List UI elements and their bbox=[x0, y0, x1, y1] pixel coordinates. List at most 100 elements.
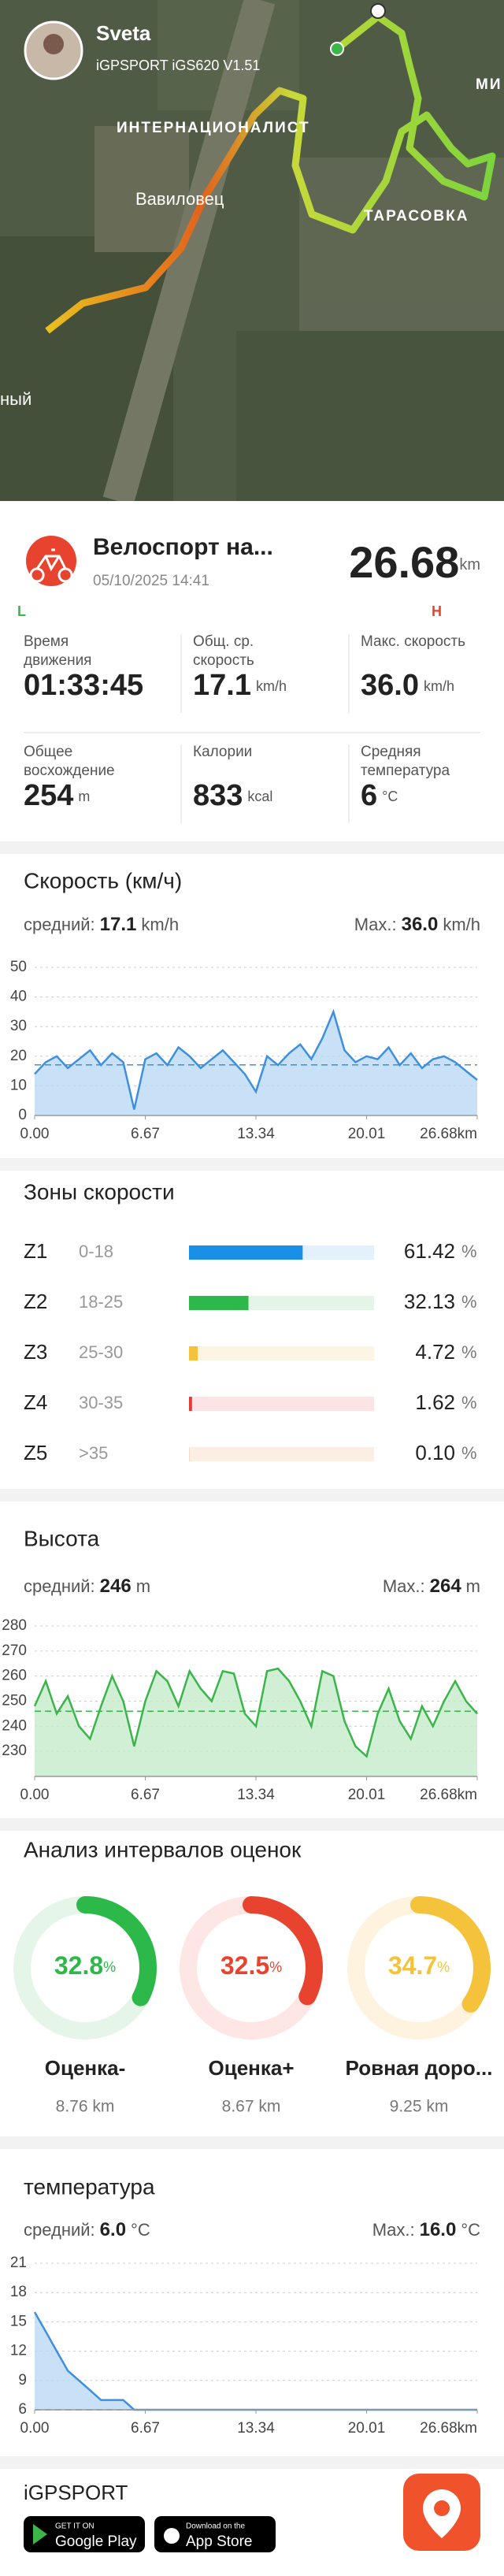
app-store-badge[interactable] bbox=[154, 2516, 276, 2552]
map-label: Вавиловец bbox=[135, 189, 224, 209]
y-tick-label: 9 bbox=[18, 2372, 27, 2389]
zone-track bbox=[189, 1346, 374, 1360]
y-tick-label: 15 bbox=[10, 2313, 27, 2329]
section-gap bbox=[0, 2456, 504, 2469]
average-value: 17.1 bbox=[100, 914, 137, 935]
zone-name: Z4 bbox=[24, 1390, 47, 1414]
y-tick-label: 260 bbox=[2, 1668, 27, 1684]
y-tick-label: 18 bbox=[10, 2284, 27, 2300]
grade-distance: 8.67 km bbox=[222, 2098, 281, 2116]
map-label: МИ bbox=[476, 76, 502, 93]
chart-title: температура bbox=[24, 2174, 155, 2199]
section-gap bbox=[0, 841, 504, 854]
zone-name: Z1 bbox=[24, 1239, 47, 1263]
zone-range: 0-18 bbox=[79, 1242, 113, 1261]
stat-value: 17.1 bbox=[193, 669, 251, 702]
stat: 833 kcal bbox=[193, 779, 272, 812]
zone-range: >35 bbox=[79, 1443, 108, 1463]
play-icon bbox=[33, 2524, 47, 2544]
zone-value: 32.13 bbox=[404, 1290, 455, 1313]
zone-value: 1.62 bbox=[415, 1390, 455, 1414]
section-gap bbox=[0, 1158, 504, 1171]
badge-title: App Store bbox=[186, 2533, 253, 2550]
x-tick-label: 20.01 bbox=[348, 2420, 386, 2437]
x-tick-label: 0.00 bbox=[20, 2420, 50, 2437]
x-tick-label: 0.00 bbox=[20, 1126, 50, 1142]
donut-unit: % bbox=[103, 1959, 116, 1975]
max-unit: m bbox=[466, 1576, 480, 1596]
stat-label: движения bbox=[24, 652, 91, 669]
stat: 17.1 km/h bbox=[193, 669, 287, 702]
avatar-head bbox=[43, 34, 64, 54]
map-label: ИНТЕРНАЦИОНАЛИСТ bbox=[117, 120, 310, 136]
badge-title: Google Play bbox=[55, 2533, 137, 2550]
zone-bar bbox=[189, 1296, 249, 1310]
stat-value: 833 bbox=[193, 779, 243, 812]
app-logo[interactable] bbox=[403, 2474, 480, 2551]
donut-value: 32.5 bbox=[220, 1951, 269, 1980]
y-tick-label: 30 bbox=[10, 1018, 27, 1034]
user-name: Sveta bbox=[96, 21, 151, 45]
zone-range: 30-35 bbox=[79, 1393, 123, 1412]
y-tick-label: 20 bbox=[10, 1048, 27, 1064]
grade-distance: 8.76 km bbox=[56, 2098, 115, 2116]
zone-unit: % bbox=[461, 1292, 477, 1312]
max-summary: Max.: 16.0 °C bbox=[372, 2219, 480, 2240]
data-line bbox=[33, 2311, 477, 2411]
grade-name: Оценка+ bbox=[208, 2056, 294, 2080]
average-value: 246 bbox=[100, 1576, 132, 1597]
map-texture bbox=[0, 0, 504, 506]
brand: iGPSPORT bbox=[24, 2481, 128, 2504]
max-summary: Max.: 36.0 km/h bbox=[354, 914, 480, 935]
y-tick-label: 12 bbox=[10, 2343, 27, 2359]
stat-value: 6 bbox=[361, 779, 377, 812]
average-summary: средний: 6.0 °C bbox=[24, 2219, 150, 2240]
x-tick-label: 20.01 bbox=[348, 1126, 386, 1142]
map-label: ный bbox=[0, 389, 32, 409]
max-label: Max.: bbox=[372, 2220, 415, 2240]
x-tick-label: 13.34 bbox=[237, 1126, 275, 1142]
stat: 01:33:45 bbox=[24, 669, 143, 702]
x-tick-label: 0.00 bbox=[20, 1787, 50, 1803]
donut-label: 34.7% bbox=[388, 1951, 450, 1980]
zone-bar bbox=[189, 1397, 192, 1411]
grade-name: Ровная доро... bbox=[346, 2056, 493, 2080]
stat-value: 254 bbox=[24, 779, 73, 812]
y-tick-label: 6 bbox=[18, 2401, 27, 2418]
y-tick-label: 270 bbox=[2, 1642, 27, 1659]
distance-value: 26.68 bbox=[349, 537, 459, 587]
map-label: ТАРАСОВКА bbox=[364, 208, 469, 225]
stat: 36.0 km/h bbox=[361, 669, 454, 702]
device-name: iGPSPORT iGS620 V1.51 bbox=[96, 58, 260, 73]
stat-value: 36.0 bbox=[361, 669, 419, 702]
chart-title: Зоны скорости bbox=[24, 1179, 175, 1204]
activity-card bbox=[0, 501, 504, 841]
y-tick-label: 280 bbox=[2, 1617, 27, 1634]
donut-unit: % bbox=[269, 1959, 282, 1975]
zone-unit: % bbox=[461, 1443, 477, 1463]
stat-unit: km/h bbox=[424, 678, 454, 694]
stat-label: Калории bbox=[193, 744, 252, 760]
y-tick-label: 21 bbox=[10, 2255, 27, 2271]
google-play-badge[interactable] bbox=[24, 2516, 145, 2552]
zone-range: 18-25 bbox=[79, 1292, 123, 1312]
donut-label: 32.5% bbox=[220, 1951, 282, 1980]
area-fill bbox=[35, 1668, 477, 1776]
max-summary: Max.: 264 m bbox=[383, 1576, 480, 1597]
distance-unit: km bbox=[459, 556, 480, 573]
x-tick-label: 13.34 bbox=[237, 2420, 275, 2437]
badge-caption: Download on the bbox=[186, 2522, 245, 2531]
donut-unit: % bbox=[437, 1959, 450, 1975]
average-label: средний: bbox=[24, 2220, 95, 2240]
donut-value: 34.7 bbox=[388, 1951, 437, 1980]
stat-unit: km/h bbox=[256, 678, 287, 694]
chart-title: Высота bbox=[24, 1526, 100, 1550]
stat-label: скорость bbox=[193, 652, 254, 669]
donut-arc bbox=[243, 1896, 323, 2006]
x-tick-label: 13.34 bbox=[237, 1787, 275, 1803]
chart-title: Анализ интервалов оценок bbox=[24, 1837, 302, 1861]
stat-label: Макс. скорость bbox=[361, 633, 465, 650]
apple-icon bbox=[164, 2528, 180, 2544]
grade-distance: 9.25 km bbox=[390, 2098, 449, 2116]
